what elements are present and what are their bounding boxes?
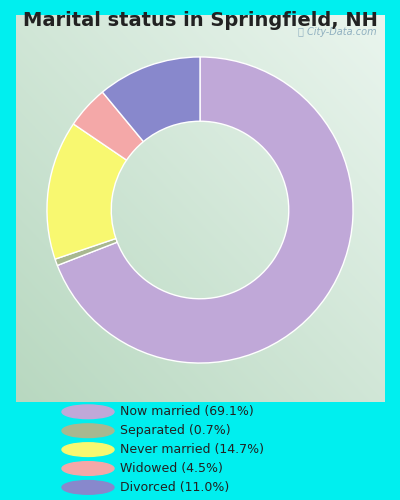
Wedge shape (74, 92, 144, 160)
Text: Widowed (4.5%): Widowed (4.5%) (120, 462, 223, 475)
Text: Never married (14.7%): Never married (14.7%) (120, 443, 264, 456)
Circle shape (62, 443, 114, 456)
Text: Separated (0.7%): Separated (0.7%) (120, 424, 231, 437)
Wedge shape (57, 57, 353, 363)
Wedge shape (55, 238, 117, 266)
Text: Divorced (11.0%): Divorced (11.0%) (120, 481, 229, 494)
Wedge shape (47, 124, 126, 259)
Text: Now married (69.1%): Now married (69.1%) (120, 406, 254, 418)
Circle shape (62, 462, 114, 475)
Wedge shape (102, 57, 200, 142)
Circle shape (62, 480, 114, 494)
Text: ⓘ City-Data.com: ⓘ City-Data.com (298, 26, 377, 36)
Circle shape (62, 424, 114, 438)
Text: Marital status in Springfield, NH: Marital status in Springfield, NH (22, 11, 378, 30)
Circle shape (62, 405, 114, 418)
